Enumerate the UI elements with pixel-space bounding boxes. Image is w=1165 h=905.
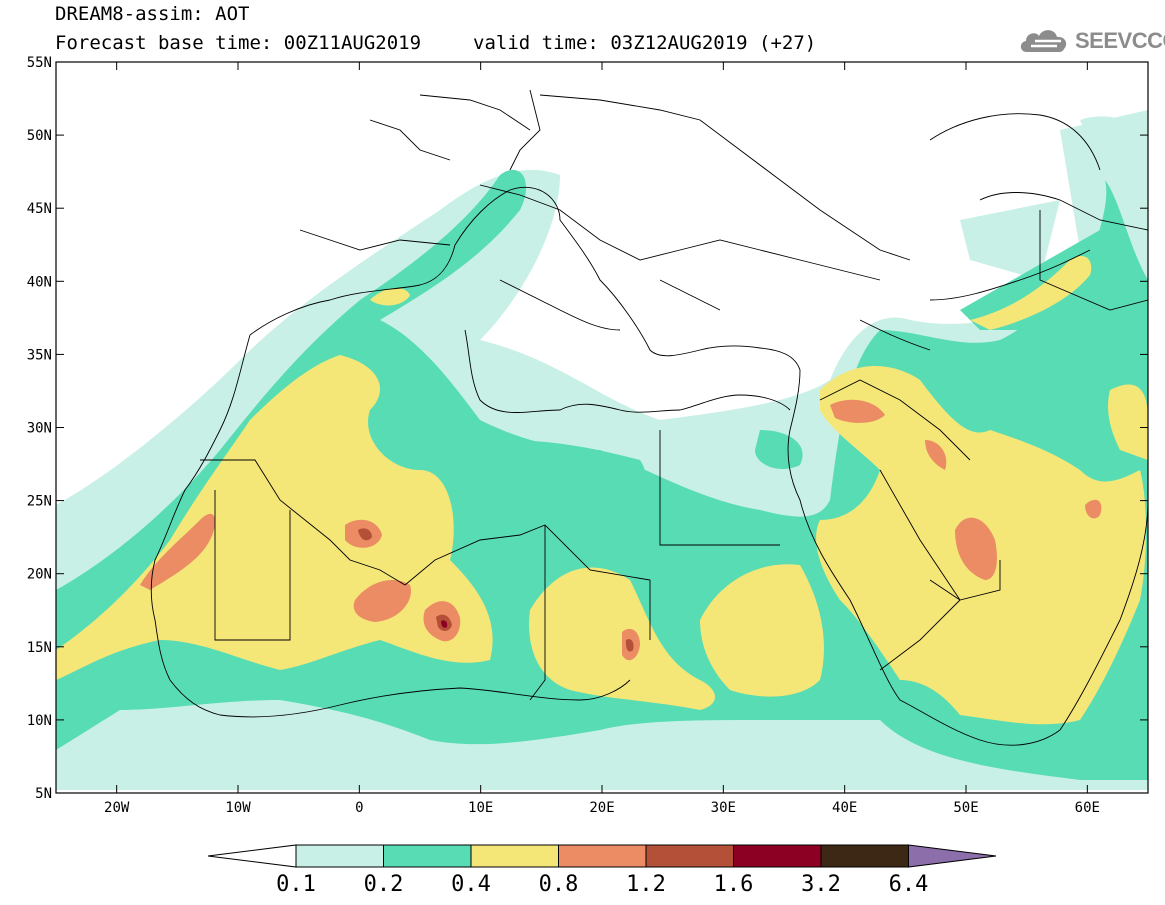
coastlines-borders	[150, 89, 1148, 746]
lon-tick-label: 20E	[589, 800, 614, 816]
base-time-label: Forecast base time: 00Z11AUG2019	[55, 32, 422, 54]
lat-tick-label: 35N	[27, 347, 52, 363]
lon-tick-label: 60E	[1075, 800, 1100, 816]
axis-tick-labels: 55N 50N 45N 40N 35N 30N 25N 20N 15N 10N 5N 20W 10W 0 1…	[27, 55, 1100, 816]
seevccc-logo: SEEVCCC	[1017, 24, 1165, 56]
cloud-icon	[1020, 30, 1067, 52]
lon-tick-label: 10W	[225, 800, 251, 816]
lat-tick-label: 40N	[27, 274, 52, 290]
aot-field	[56, 110, 1148, 791]
aot-band-0.8	[140, 399, 1102, 661]
map-subtitle: Forecast base time: 00Z11AUG2019 valid ti…	[55, 33, 816, 53]
lat-tick-label: 30N	[27, 421, 52, 437]
lon-tick-label: 0	[355, 800, 363, 816]
valid-time-label: valid time: 03Z12AUG2019 (+27)	[473, 32, 817, 54]
aot-band-1.6	[441, 620, 448, 628]
lon-tick-label: 40E	[832, 800, 857, 816]
map-title: DREAM8-assim: AOT	[55, 3, 250, 25]
lon-tick-label: 20W	[104, 800, 130, 816]
lon-tick-label: 10E	[468, 800, 493, 816]
lon-tick-label: 50E	[953, 800, 978, 816]
lat-tick-label: 10N	[27, 713, 52, 729]
lat-tick-label: 45N	[27, 201, 52, 217]
logo-text: SEEVCCC	[1075, 28, 1165, 53]
lon-tick-label: 30E	[711, 800, 736, 816]
lat-tick-label: 5N	[35, 786, 52, 802]
lat-tick-label: 15N	[27, 640, 52, 656]
lat-tick-label: 20N	[27, 567, 52, 583]
lat-tick-label: 55N	[27, 55, 52, 71]
lat-tick-label: 25N	[27, 494, 52, 510]
axis-ticks	[56, 61, 1148, 794]
lat-tick-label: 50N	[27, 128, 52, 144]
